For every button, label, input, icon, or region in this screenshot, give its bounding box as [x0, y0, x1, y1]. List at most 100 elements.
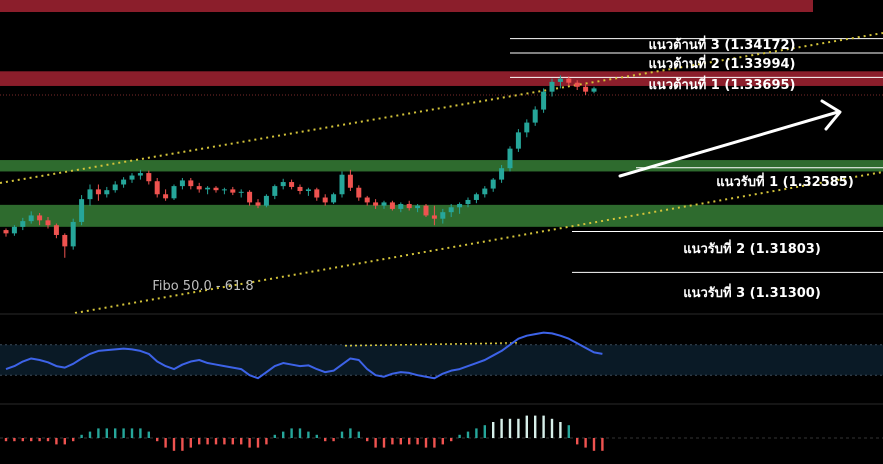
candle-body — [146, 173, 152, 182]
candle-body — [389, 202, 395, 209]
histogram-bar — [156, 438, 159, 442]
candle-body — [423, 205, 429, 216]
candle-body — [20, 221, 26, 227]
candle-body — [221, 189, 227, 191]
histogram-bar — [139, 428, 142, 438]
histogram-bar — [366, 438, 369, 442]
histogram-bar — [525, 415, 528, 438]
candle-body — [213, 187, 219, 191]
histogram-bar — [240, 438, 243, 445]
histogram-bar — [340, 431, 344, 438]
candle-body — [448, 207, 454, 213]
candle-body — [272, 186, 278, 196]
candle-body — [524, 122, 530, 133]
histogram-bar — [130, 428, 134, 438]
histogram-bar — [4, 438, 8, 442]
candle-body — [137, 173, 143, 176]
candle-body — [280, 182, 286, 187]
histogram-bar — [298, 428, 302, 438]
resistance-zone-1 — [0, 71, 883, 86]
histogram-bar — [223, 438, 226, 445]
histogram-bar — [273, 434, 276, 438]
histogram-pane — [0, 415, 883, 451]
arrow-head — [820, 99, 842, 131]
support-2-label: แนวรับที่ 2 (1.31803) — [683, 239, 821, 257]
histogram-bar — [408, 438, 411, 445]
candle-body — [179, 180, 185, 187]
histogram-bar — [80, 434, 83, 438]
candle-body — [163, 194, 169, 199]
candle-body — [297, 186, 303, 191]
candle-body — [356, 187, 362, 198]
candle-body — [37, 215, 43, 221]
candle-body — [574, 82, 580, 87]
candle-body — [11, 226, 17, 234]
resistance-1-label: แนวต้านที่ 1 (1.33695) — [649, 75, 796, 93]
histogram-bar — [441, 438, 444, 445]
histogram-bar — [391, 438, 394, 445]
candle-body — [566, 78, 572, 83]
candlestick-series — [3, 75, 597, 258]
candle-body — [364, 197, 370, 203]
candle-body — [28, 215, 34, 222]
candle-body — [499, 168, 505, 180]
histogram-bar — [332, 438, 335, 442]
candle-body — [532, 109, 538, 123]
histogram-bar — [458, 434, 461, 438]
candle-body — [171, 186, 177, 199]
histogram-bar — [466, 431, 470, 438]
candle-body — [591, 88, 597, 92]
level-lines — [510, 38, 883, 273]
candle-body — [431, 215, 437, 219]
histogram-bar — [307, 431, 310, 438]
candle-body — [557, 78, 563, 82]
candle-body — [347, 174, 353, 188]
support-3-label: แนวรับที่ 3 (1.31300) — [683, 283, 821, 301]
histogram-bar — [248, 438, 251, 448]
histogram-bar — [38, 438, 41, 442]
candle-body — [45, 220, 51, 226]
candle-body — [112, 184, 118, 191]
histogram-bar — [282, 431, 285, 438]
candle-body — [87, 189, 93, 200]
histogram-bar — [147, 431, 150, 438]
histogram-bar — [492, 422, 495, 438]
histogram-bar — [534, 415, 537, 438]
candle-body — [238, 191, 244, 193]
candle-body — [121, 179, 127, 185]
candle-body — [406, 204, 412, 209]
candle-body — [104, 190, 110, 195]
candle-body — [305, 189, 311, 191]
histogram-bar — [63, 438, 66, 445]
histogram-bar — [416, 438, 419, 445]
candle-body — [322, 197, 328, 203]
candle-body — [440, 212, 446, 219]
candle-body — [263, 195, 269, 206]
histogram-bar — [576, 438, 579, 445]
histogram-bar — [198, 438, 201, 445]
histogram-bar — [475, 428, 478, 438]
support-zone-2 — [0, 160, 883, 172]
candle-body — [373, 202, 379, 206]
candle-body — [3, 230, 9, 234]
rsi-line — [5, 331, 603, 380]
histogram-bar — [114, 428, 117, 438]
resistance-3-label: แนวต้านที่ 3 (1.34172) — [649, 35, 796, 53]
histogram-bar — [55, 438, 58, 445]
histogram-bar — [550, 418, 554, 438]
candle-body — [79, 199, 85, 222]
histogram-bar — [164, 438, 167, 448]
histogram-bar — [592, 438, 596, 451]
histogram-bar — [601, 438, 604, 451]
candle-body — [230, 189, 236, 193]
rsi-band — [0, 344, 883, 376]
candle-body — [339, 174, 345, 195]
candle-body — [381, 202, 387, 206]
histogram-bar — [357, 431, 360, 438]
candle-body — [247, 191, 253, 203]
histogram-bar — [105, 428, 108, 438]
fibo-annotation: Fibo 50.0 - 61.8 — [152, 279, 253, 294]
candle-body — [154, 181, 160, 195]
resistance-2-label: แนวต้านที่ 2 (1.33994) — [649, 54, 796, 72]
